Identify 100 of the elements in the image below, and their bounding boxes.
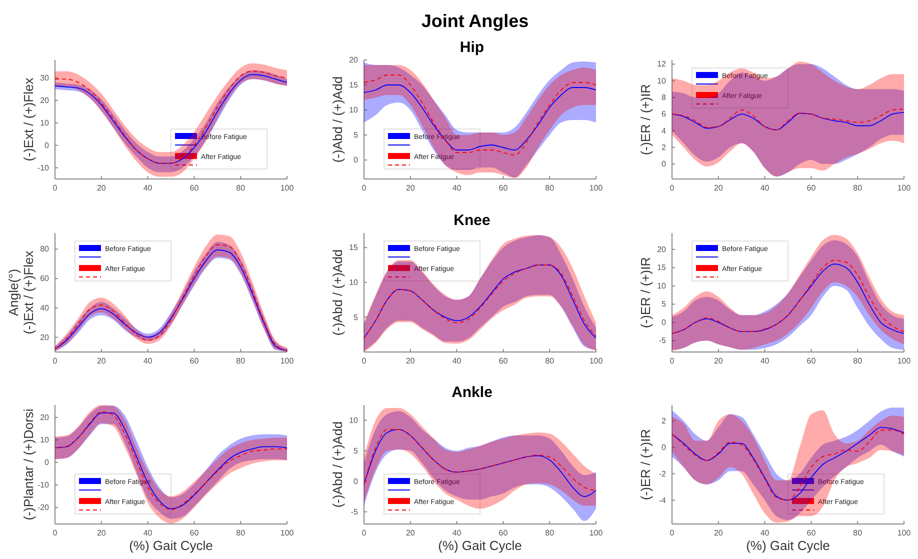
y-tick-label: 6 xyxy=(662,110,667,119)
x-tick-label: 40 xyxy=(760,356,770,366)
x-tick-label: 0 xyxy=(52,184,58,193)
x-tick-label: 40 xyxy=(452,184,462,193)
x-tick-label: 100 xyxy=(280,528,294,538)
y-tick-label: -10 xyxy=(37,163,50,172)
x-tick-label: 100 xyxy=(589,528,604,538)
y-tick-label: 12 xyxy=(657,60,667,69)
x-tick-label: 60 xyxy=(498,528,508,538)
x-tick-label: 100 xyxy=(280,356,294,366)
y-tick-label: 10 xyxy=(349,278,359,287)
x-tick-label: 80 xyxy=(853,184,863,193)
y-tick-label: 4 xyxy=(662,126,667,136)
y-tick-label: 0 xyxy=(44,140,50,150)
y-axis-title: (-)Abd / (+)Add xyxy=(330,421,345,508)
x-tick-label: 0 xyxy=(362,528,367,538)
x-tick-label: 0 xyxy=(362,184,367,193)
x-tick-label: 100 xyxy=(897,356,912,366)
y-tick-label: 20 xyxy=(349,56,359,65)
x-tick-label: 20 xyxy=(714,184,724,193)
y-tick-label: -10 xyxy=(37,480,50,490)
y-tick-label: 0 xyxy=(354,156,359,165)
x-tick-label: 20 xyxy=(714,356,724,366)
x-tick-label: 100 xyxy=(280,184,294,193)
x-tick-label: 20 xyxy=(406,184,416,193)
y-tick-label: 10 xyxy=(349,106,359,115)
y-axis-title: (-)Ext / (+)Flex xyxy=(21,77,36,162)
x-tick-label: 100 xyxy=(897,528,912,538)
x-tick-label: 20 xyxy=(96,528,106,538)
y-tick-label: 5 xyxy=(354,312,359,322)
y-tick-label: 5 xyxy=(354,130,359,140)
y-tick-label: 20 xyxy=(40,96,50,105)
y-tick-label: 40 xyxy=(40,303,50,312)
y-tick-label: 60 xyxy=(40,274,50,284)
chart-title: Joint Angles xyxy=(421,11,529,31)
y-tick-label: 20 xyxy=(40,412,50,422)
x-tick-label: 80 xyxy=(545,528,555,538)
y-tick-label: -4 xyxy=(658,496,667,505)
x-axis-title: (%) Gait Cycle xyxy=(129,538,213,553)
y-tick-label: 30 xyxy=(40,74,50,83)
x-tick-label: 60 xyxy=(806,356,816,366)
x-tick-label: 60 xyxy=(498,356,508,366)
y-tick-label: -2 xyxy=(658,469,667,478)
y-tick-label: 10 xyxy=(657,76,667,86)
y-tick-label: 15 xyxy=(349,243,359,252)
x-tick-label: 80 xyxy=(853,356,863,366)
x-tick-label: 60 xyxy=(190,356,200,366)
y-axis-title: Angle(°) (-)Ext / (+)Flex xyxy=(6,250,36,334)
chart-subtitle: Hip xyxy=(460,39,484,56)
x-tick-label: 80 xyxy=(236,184,246,193)
y-axis-title: (-)Plantar / (+)Dorsi xyxy=(21,408,36,520)
y-tick-label: 10 xyxy=(657,281,667,290)
x-tick-label: 20 xyxy=(714,528,724,538)
x-tick-label: 100 xyxy=(897,184,912,193)
x-tick-label: 80 xyxy=(236,528,246,538)
y-tick-label: 8 xyxy=(662,93,667,102)
x-tick-label: 60 xyxy=(806,528,816,538)
x-tick-label: 20 xyxy=(406,528,416,538)
x-tick-label: 0 xyxy=(670,184,675,193)
y-tick-label: 0 xyxy=(44,458,50,468)
x-tick-label: 40 xyxy=(452,356,462,366)
x-tick-label: 100 xyxy=(589,356,604,366)
x-tick-label: 80 xyxy=(853,528,863,538)
x-tick-label: 20 xyxy=(96,184,106,193)
y-axis-title: (-)Abd / (+)Add xyxy=(330,249,345,336)
x-tick-label: 20 xyxy=(96,356,106,366)
x-tick-label: 20 xyxy=(406,356,416,366)
y-tick-label: 10 xyxy=(40,435,50,444)
y-tick-label: -5 xyxy=(350,507,359,516)
x-tick-label: 40 xyxy=(452,528,462,538)
x-tick-label: 40 xyxy=(143,528,153,538)
chart-subtitle: Knee xyxy=(454,212,490,229)
x-tick-label: 80 xyxy=(545,184,555,193)
y-axis-title: (-)Abd / (+)Add xyxy=(330,76,345,163)
y-tick-label: 10 xyxy=(349,416,359,425)
y-tick-label: -5 xyxy=(658,336,667,346)
x-tick-label: 80 xyxy=(236,356,246,366)
chart-subtitle: Ankle xyxy=(452,384,492,401)
x-tick-label: 40 xyxy=(760,184,770,193)
x-tick-label: 60 xyxy=(806,184,816,193)
x-tick-label: 0 xyxy=(52,528,58,538)
x-tick-label: 0 xyxy=(670,356,675,366)
x-axis-title: (%) Gait Cycle xyxy=(746,538,830,553)
y-tick-label: 10 xyxy=(40,118,50,128)
y-tick-label: 20 xyxy=(657,244,667,254)
y-tick-label: 0 xyxy=(662,442,667,452)
y-axis-title: (-)ER / (+)IR xyxy=(638,84,653,156)
y-tick-label: 15 xyxy=(657,263,667,272)
y-tick-label: 20 xyxy=(40,332,50,342)
x-tick-label: 40 xyxy=(143,184,153,193)
y-axis-title: (-)ER / (+)IR xyxy=(638,428,653,500)
x-tick-label: 60 xyxy=(190,528,200,538)
x-tick-label: 0 xyxy=(52,356,58,366)
x-tick-label: 40 xyxy=(760,528,770,538)
x-tick-label: 0 xyxy=(362,356,367,366)
y-axis-title: (-)ER / (+)IR xyxy=(638,256,653,328)
y-tick-label: 80 xyxy=(40,244,50,254)
y-tick-label: 15 xyxy=(349,80,359,90)
x-axis-title: (%) Gait Cycle xyxy=(438,538,522,553)
x-tick-label: 60 xyxy=(190,184,200,193)
